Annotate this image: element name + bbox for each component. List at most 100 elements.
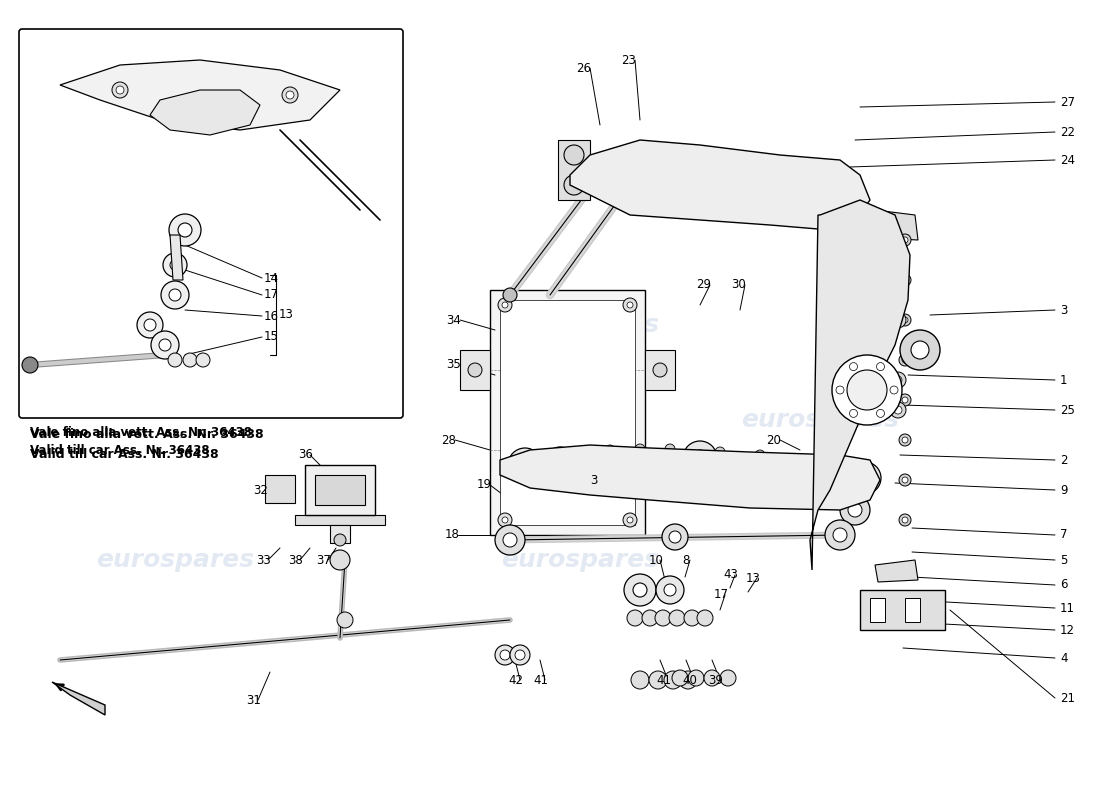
Circle shape xyxy=(664,671,682,689)
Circle shape xyxy=(170,260,180,270)
Polygon shape xyxy=(860,590,945,630)
FancyBboxPatch shape xyxy=(19,29,403,418)
Circle shape xyxy=(679,671,697,689)
Circle shape xyxy=(495,525,525,555)
Text: 43: 43 xyxy=(724,569,738,582)
Circle shape xyxy=(627,302,632,308)
Circle shape xyxy=(692,450,708,466)
Polygon shape xyxy=(500,445,880,510)
Circle shape xyxy=(510,645,530,665)
Circle shape xyxy=(844,184,856,196)
Text: 16: 16 xyxy=(264,310,279,322)
Circle shape xyxy=(502,517,508,523)
Circle shape xyxy=(664,584,676,596)
Circle shape xyxy=(498,513,512,527)
Circle shape xyxy=(672,670,688,686)
Polygon shape xyxy=(874,210,918,240)
Circle shape xyxy=(890,386,898,394)
Text: 38: 38 xyxy=(288,554,304,566)
Circle shape xyxy=(468,363,482,377)
Text: 5: 5 xyxy=(1060,554,1067,566)
Circle shape xyxy=(625,158,635,168)
Circle shape xyxy=(286,91,294,99)
Bar xyxy=(905,598,920,622)
Circle shape xyxy=(715,153,725,163)
Text: 23: 23 xyxy=(621,54,637,66)
Text: 37: 37 xyxy=(317,554,331,566)
Circle shape xyxy=(330,550,350,570)
Text: 18: 18 xyxy=(444,529,460,542)
Circle shape xyxy=(22,357,38,373)
Circle shape xyxy=(144,319,156,331)
Circle shape xyxy=(825,520,855,550)
Circle shape xyxy=(564,175,584,195)
Circle shape xyxy=(683,441,717,475)
Circle shape xyxy=(503,533,517,547)
Circle shape xyxy=(168,353,182,367)
Text: 11: 11 xyxy=(1060,602,1075,614)
Text: 6: 6 xyxy=(1060,578,1067,591)
Circle shape xyxy=(899,514,911,526)
Text: 34: 34 xyxy=(447,314,461,326)
Circle shape xyxy=(503,288,517,302)
Circle shape xyxy=(627,610,644,626)
Circle shape xyxy=(498,298,512,312)
Circle shape xyxy=(899,434,911,446)
Text: 41: 41 xyxy=(657,674,671,686)
Text: 15: 15 xyxy=(264,330,279,343)
Text: 28: 28 xyxy=(441,434,456,446)
Text: Valid till car Ass. Nr. 36438: Valid till car Ass. Nr. 36438 xyxy=(30,449,219,462)
Circle shape xyxy=(894,286,902,294)
Circle shape xyxy=(899,394,911,406)
Bar xyxy=(265,475,295,503)
Text: 26: 26 xyxy=(576,62,592,74)
Text: 19: 19 xyxy=(476,478,492,491)
Circle shape xyxy=(694,159,726,191)
Circle shape xyxy=(553,455,566,469)
Circle shape xyxy=(635,444,645,454)
Bar xyxy=(330,525,350,543)
Text: eurospares: eurospares xyxy=(96,313,254,337)
Circle shape xyxy=(720,670,736,686)
Circle shape xyxy=(669,531,681,543)
Circle shape xyxy=(894,406,902,414)
Circle shape xyxy=(685,153,695,163)
Text: 29: 29 xyxy=(696,278,712,291)
Circle shape xyxy=(544,447,575,477)
Circle shape xyxy=(594,159,626,191)
Circle shape xyxy=(899,274,911,286)
Circle shape xyxy=(890,402,906,418)
Circle shape xyxy=(848,503,862,517)
Text: 24: 24 xyxy=(1060,154,1075,166)
Polygon shape xyxy=(570,140,870,230)
Circle shape xyxy=(169,214,201,246)
Text: 25: 25 xyxy=(1060,403,1075,417)
Text: 13: 13 xyxy=(746,571,760,585)
Circle shape xyxy=(116,86,124,94)
Bar xyxy=(315,475,365,505)
Circle shape xyxy=(666,444,675,454)
Polygon shape xyxy=(150,90,260,135)
Circle shape xyxy=(890,312,906,328)
Circle shape xyxy=(894,376,902,384)
Circle shape xyxy=(899,314,911,326)
Text: 41: 41 xyxy=(534,674,549,686)
Polygon shape xyxy=(558,140,590,200)
Circle shape xyxy=(688,670,704,686)
Text: 1: 1 xyxy=(1060,374,1067,386)
Text: 9: 9 xyxy=(1060,483,1067,497)
Circle shape xyxy=(151,331,179,359)
Text: 40: 40 xyxy=(683,674,697,686)
Circle shape xyxy=(178,223,192,237)
Circle shape xyxy=(840,495,870,525)
Circle shape xyxy=(564,145,584,165)
Circle shape xyxy=(624,574,656,606)
Polygon shape xyxy=(460,350,490,390)
Circle shape xyxy=(669,610,685,626)
Text: 36: 36 xyxy=(298,449,314,462)
Circle shape xyxy=(627,517,632,523)
Text: 2: 2 xyxy=(1060,454,1067,466)
Polygon shape xyxy=(60,60,340,130)
Circle shape xyxy=(858,471,872,485)
Circle shape xyxy=(623,513,637,527)
